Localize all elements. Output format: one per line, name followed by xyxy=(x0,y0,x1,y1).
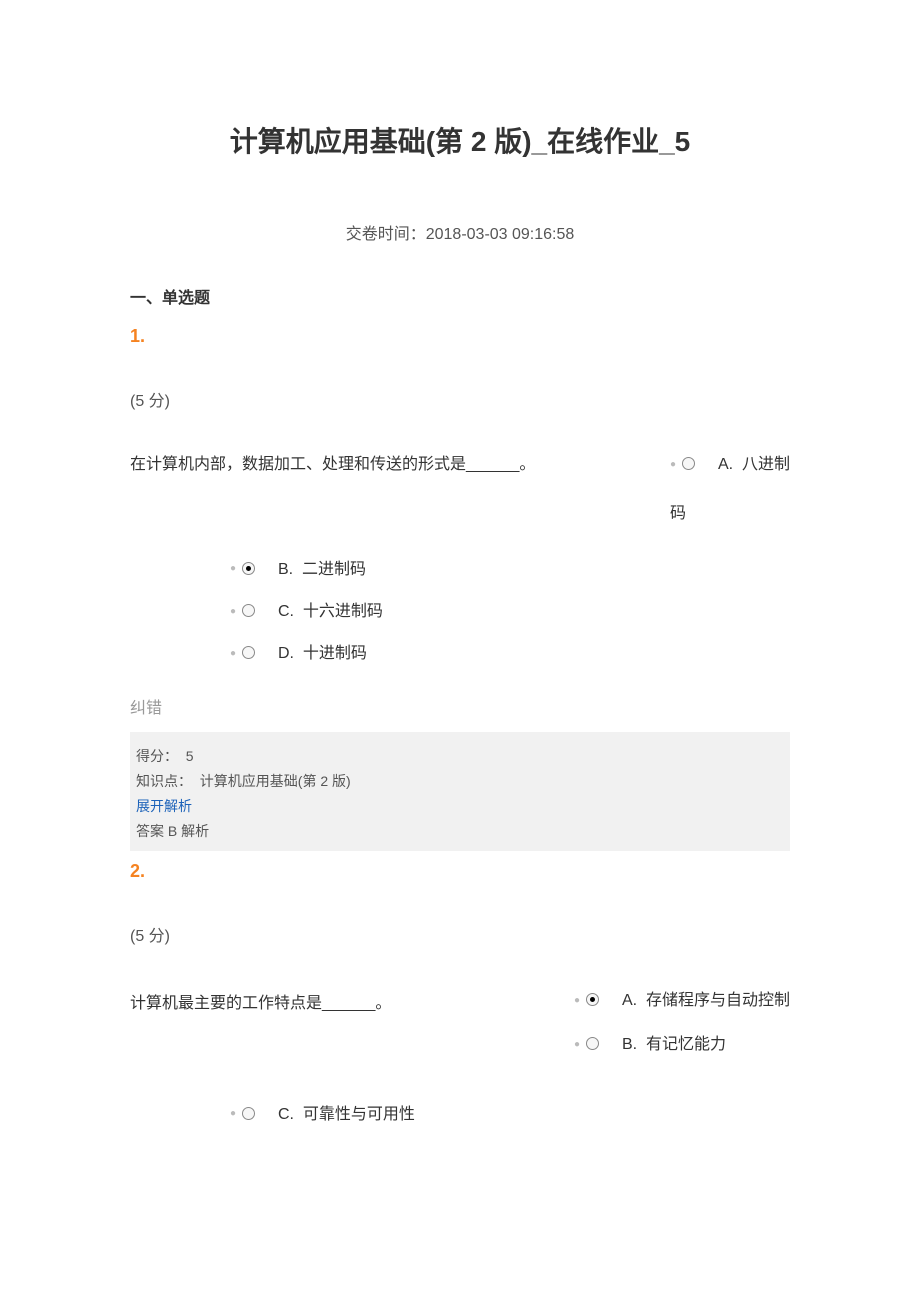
option-text: 十六进制码 xyxy=(303,603,383,620)
bullet-icon: ● xyxy=(670,459,676,470)
submission-time-row: 交卷时间：2018-03-03 09:16:58 xyxy=(130,220,790,244)
option-letter: B. xyxy=(622,1036,637,1053)
q2-right-options: ● A. 存储程序与自动控制● B. 有记忆能力 xyxy=(574,986,790,1074)
option-letter: A. xyxy=(622,992,637,1009)
q1-option[interactable]: ● B. 二进制码 xyxy=(230,559,790,581)
radio-icon[interactable] xyxy=(242,604,255,617)
question-points-1: (5 分) xyxy=(130,387,790,411)
question-number-1: 1. xyxy=(130,326,790,347)
option-text: 有记忆能力 xyxy=(646,1036,726,1053)
q2-option[interactable]: ● B. 有记忆能力 xyxy=(574,1030,790,1054)
radio-icon[interactable] xyxy=(682,457,695,470)
q1-optA-tail: 码 xyxy=(670,500,790,529)
question-number-2: 2. xyxy=(130,861,790,882)
radio-icon[interactable] xyxy=(242,1107,255,1120)
kp-label: 知识点： xyxy=(136,773,192,789)
option-text: 存储程序与自动控制 xyxy=(646,992,790,1009)
q1-option-list: ● B. 二进制码● C. 十六进制码● D. 十进制码 xyxy=(230,559,790,666)
q1-stem-row: 在计算机内部，数据加工、处理和传送的形式是______。 ● A. 八进制 码 xyxy=(130,451,790,529)
q1-option[interactable]: ● D. 十进制码 xyxy=(230,643,790,665)
bullet-icon: ● xyxy=(230,563,236,574)
q2-option[interactable]: ● A. 存储程序与自动控制 xyxy=(574,986,790,1010)
option-letter: D. xyxy=(278,645,294,662)
submission-label: 交卷时间： xyxy=(346,226,426,243)
q2-stem-row: 计算机最主要的工作特点是______。 ● A. 存储程序与自动控制● B. 有… xyxy=(130,986,790,1074)
q1-option[interactable]: ● C. 十六进制码 xyxy=(230,601,790,623)
section-heading: 一、单选题 xyxy=(130,284,790,308)
answer-line: 答案 B 解析 xyxy=(136,819,784,844)
radio-icon[interactable] xyxy=(242,646,255,659)
q2-option-c[interactable]: ● C. 可靠性与可用性 xyxy=(230,1104,790,1126)
q2-option-list: ● C. 可靠性与可用性 xyxy=(230,1104,790,1126)
option-letter: B. xyxy=(278,561,293,578)
q2-stem: 计算机最主要的工作特点是______。 xyxy=(130,986,391,1019)
radio-icon[interactable] xyxy=(242,562,255,575)
q2-optC-letter: C. xyxy=(278,1106,294,1123)
kp-value: 计算机应用基础(第 2 版) xyxy=(200,773,351,789)
bullet-icon: ● xyxy=(574,1039,580,1050)
radio-icon[interactable] xyxy=(586,1037,599,1050)
option-text: 二进制码 xyxy=(302,561,366,578)
radio-icon[interactable] xyxy=(586,993,599,1006)
question-points-2: (5 分) xyxy=(130,922,790,946)
submission-time: 2018-03-03 09:16:58 xyxy=(426,226,575,243)
q1-optA-letter: A. xyxy=(718,456,733,473)
correction-link[interactable]: 纠错 xyxy=(130,694,790,718)
bullet-icon: ● xyxy=(230,606,236,617)
bullet-icon: ● xyxy=(230,648,236,659)
option-letter: C. xyxy=(278,603,294,620)
q1-optA-text: 八进制 xyxy=(742,456,790,473)
option-text: 十进制码 xyxy=(303,645,367,662)
score-label: 得分： xyxy=(136,748,178,764)
q1-stem: 在计算机内部，数据加工、处理和传送的形式是______。 xyxy=(130,451,535,480)
q1-result-block: 得分： 5 知识点： 计算机应用基础(第 2 版) 展开解析 答案 B 解析 xyxy=(130,732,790,851)
bullet-icon: ● xyxy=(574,995,580,1006)
bullet-icon: ● xyxy=(230,1108,236,1119)
expand-analysis[interactable]: 展开解析 xyxy=(136,794,784,819)
q1-option-a-block[interactable]: ● A. 八进制 码 xyxy=(670,451,790,529)
score-value: 5 xyxy=(186,748,194,764)
page-title: 计算机应用基础(第 2 版)_在线作业_5 xyxy=(130,120,790,160)
q2-optC-text: 可靠性与可用性 xyxy=(303,1106,415,1123)
